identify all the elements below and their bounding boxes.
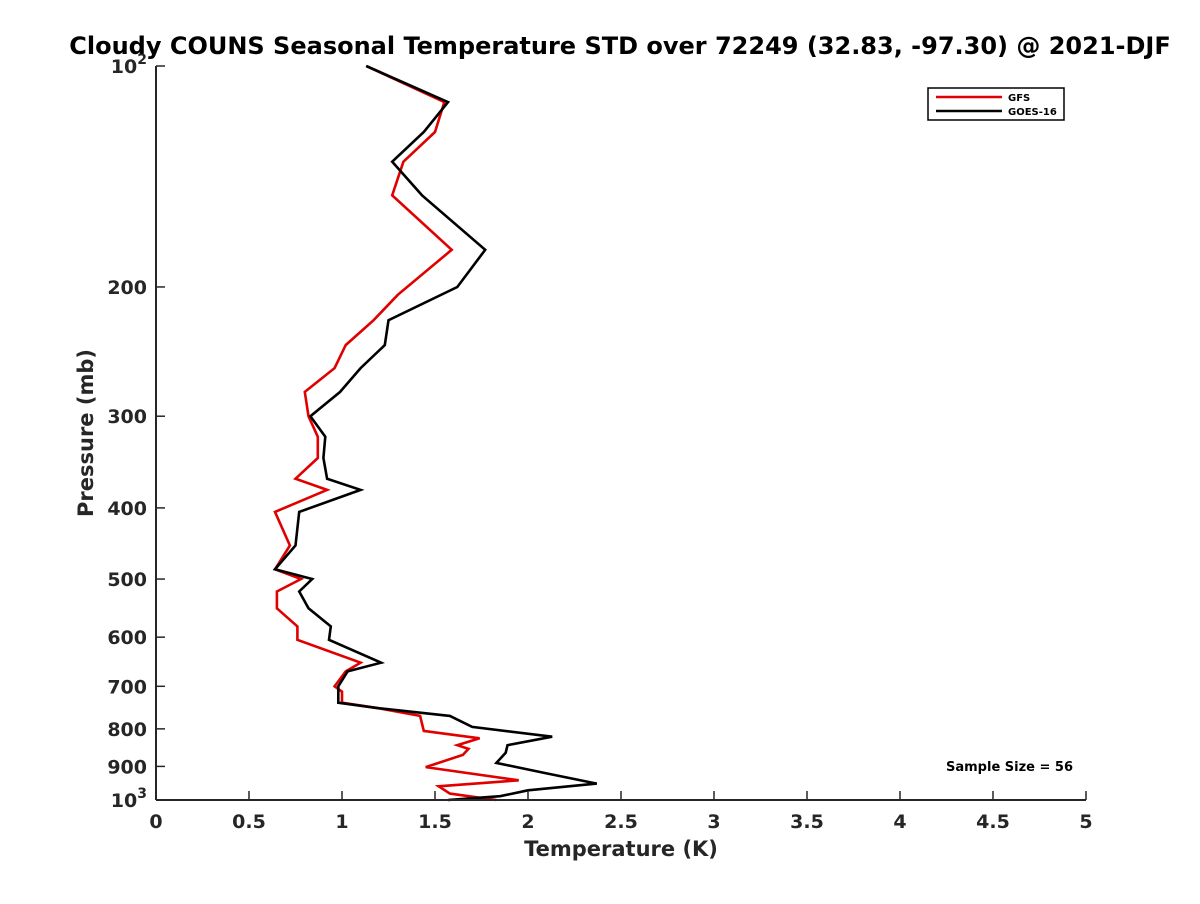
y-tick-label-base: 10: [111, 56, 137, 78]
plot-background: [156, 66, 1086, 800]
y-tick-label: 900: [107, 756, 147, 778]
y-tick-label-base: 10: [111, 790, 137, 812]
y-tick-label: 500: [107, 569, 147, 591]
legend-label-gfs: GFS: [1008, 93, 1030, 104]
x-tick-label: 4: [893, 811, 906, 833]
y-tick-label: 700: [107, 676, 147, 698]
y-tick-label-exponent: 2: [137, 52, 147, 68]
y-tick-label-base: 900: [107, 756, 147, 778]
y-tick-label: 102: [111, 52, 147, 78]
x-tick-label: 2: [521, 811, 534, 833]
x-tick-label: 5: [1079, 811, 1092, 833]
y-tick-label-base: 500: [107, 569, 147, 591]
x-tick-label: 4.5: [976, 811, 1010, 833]
plot-area: [155, 64, 1086, 802]
y-tick-label: 103: [111, 786, 147, 812]
x-tick-label: 1.5: [418, 811, 452, 833]
x-axis-label: Temperature (K): [524, 837, 718, 861]
y-tick-label: 300: [107, 406, 147, 428]
x-tick-label: 3: [707, 811, 720, 833]
x-tick-label: 2.5: [604, 811, 638, 833]
y-tick-label-base: 800: [107, 719, 147, 741]
x-tick-label: 0.5: [232, 811, 266, 833]
chart-title: Cloudy COUNS Seasonal Temperature STD ov…: [69, 32, 1171, 60]
y-tick-label: 400: [107, 498, 147, 520]
legend-box: [927, 87, 1065, 121]
series-layer: [272, 64, 598, 802]
legend[interactable]: GFS GOES-16: [927, 87, 1065, 121]
series-line-goes16: [272, 64, 598, 802]
x-tick-label: 0: [149, 811, 162, 833]
y-tick-label-exponent: 3: [137, 786, 147, 802]
y-tick-label: 600: [107, 627, 147, 649]
y-tick-label-base: 300: [107, 406, 147, 428]
x-axis-ticks: 0 0.5 1 1.5 2 2.5 3 3.5 4 4.5 5: [149, 791, 1093, 833]
y-tick-label-base: 400: [107, 498, 147, 520]
y-tick-label: 800: [107, 719, 147, 741]
y-tick-label-base: 700: [107, 676, 147, 698]
y-tick-label: 200: [107, 277, 147, 299]
legend-label-goes16: GOES-16: [1008, 107, 1057, 118]
x-tick-label: 1: [335, 811, 348, 833]
sample-size-annotation: Sample Size = 56: [946, 760, 1073, 775]
x-tick-label: 3.5: [790, 811, 824, 833]
y-axis-label: Pressure (mb): [74, 349, 98, 517]
series-line-gfs: [273, 64, 519, 802]
y-tick-label-base: 600: [107, 627, 147, 649]
y-tick-label-base: 200: [107, 277, 147, 299]
